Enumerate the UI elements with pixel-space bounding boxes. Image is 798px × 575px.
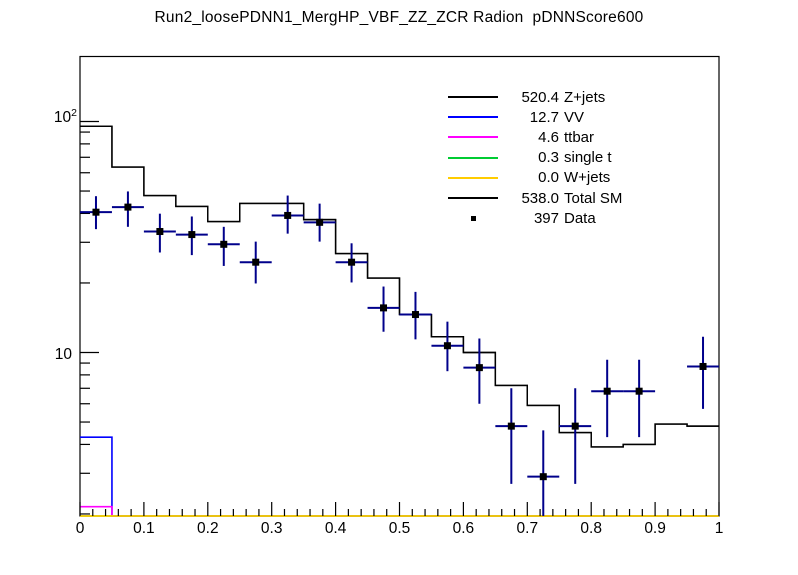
data-point-marker — [571, 422, 579, 430]
legend-value: 0.0 — [538, 169, 559, 187]
data-point-marker — [156, 228, 164, 236]
legend-row: 397 Data — [430, 208, 730, 228]
legend-row: 0.3 single t — [430, 148, 730, 168]
legend-label: VV — [564, 108, 585, 126]
legend-swatch-line — [448, 156, 498, 159]
data-point-marker — [220, 240, 228, 248]
data-point-marker — [380, 304, 388, 312]
data-point-marker — [507, 422, 515, 430]
data-point-marker — [252, 258, 260, 266]
legend-row: 0.0 W+jets — [430, 168, 730, 188]
legend-swatch-line — [448, 176, 498, 179]
data-point-marker — [348, 258, 356, 266]
legend-label: Total SM — [564, 189, 623, 207]
legend: 520.4 Z+jets 12.7 VV 4.6 ttbar 0.3 single t 0.0 W… — [430, 87, 730, 228]
data-point-marker — [284, 211, 292, 219]
x-axis-tick-label: 0.5 — [388, 520, 411, 537]
y-axis-ticks — [80, 120, 99, 515]
x-axis-tick-label: 0.3 — [260, 520, 283, 537]
legend-value: 12.7 — [529, 108, 559, 126]
y-axis-label-100: 102 — [53, 107, 77, 127]
legend-value: 0.3 — [538, 149, 559, 167]
plot-title: Run2_loosePDNN1_MergHP_VBF_ZZ_ZCR Radion… — [154, 9, 644, 26]
x-axis-tick-label: 1 — [714, 520, 724, 537]
legend-value: 4.6 — [538, 128, 559, 146]
data-point-marker — [699, 362, 707, 370]
data-point-marker — [316, 218, 324, 226]
legend-value: 538.0 — [521, 189, 559, 207]
data-point-marker — [603, 387, 611, 395]
y-axis-label-10: 10 — [54, 346, 72, 364]
legend-label: Data — [564, 209, 596, 227]
legend-swatch-line — [448, 116, 498, 119]
data-point-marker — [539, 473, 547, 481]
data-error-bars — [80, 191, 719, 516]
legend-row: 520.4 Z+jets — [430, 87, 730, 107]
data-point-marker — [475, 364, 483, 372]
legend-swatch-line — [448, 197, 498, 200]
x-axis-tick-label: 0.2 — [197, 520, 219, 537]
legend-value: 397 — [533, 209, 559, 227]
legend-swatch-marker — [448, 215, 498, 221]
x-axis-tick-label: 0.8 — [580, 520, 602, 537]
legend-row: 12.7 VV — [430, 107, 730, 127]
data-point-marker — [124, 203, 132, 211]
x-axis-tick-label: 0.9 — [644, 520, 666, 537]
legend-row: 538.0 Total SM — [430, 188, 730, 208]
data-point-marker — [635, 387, 643, 395]
x-axis-ticks — [79, 502, 720, 516]
legend-value: 520.4 — [521, 88, 559, 106]
x-axis-tick-label: 0.4 — [324, 520, 347, 537]
x-axis-tick-label: 0.6 — [452, 520, 475, 537]
data-markers — [92, 203, 707, 481]
x-axis-tick-label: 0 — [75, 520, 85, 537]
data-point-marker — [411, 311, 419, 319]
legend-swatch-line — [448, 136, 498, 139]
x-axis-tick-label: 0.7 — [516, 520, 539, 537]
legend-row: 4.6 ttbar — [430, 127, 730, 147]
data-point-marker — [92, 208, 100, 216]
data-point-marker — [188, 231, 196, 239]
data-point-marker — [443, 342, 451, 350]
x-axis-tick-label: 0.1 — [133, 520, 155, 537]
legend-label: Z+jets — [564, 88, 606, 106]
legend-label: single t — [564, 149, 612, 167]
legend-label: W+jets — [564, 169, 611, 187]
legend-swatch-line — [448, 96, 498, 99]
legend-label: ttbar — [564, 128, 595, 146]
